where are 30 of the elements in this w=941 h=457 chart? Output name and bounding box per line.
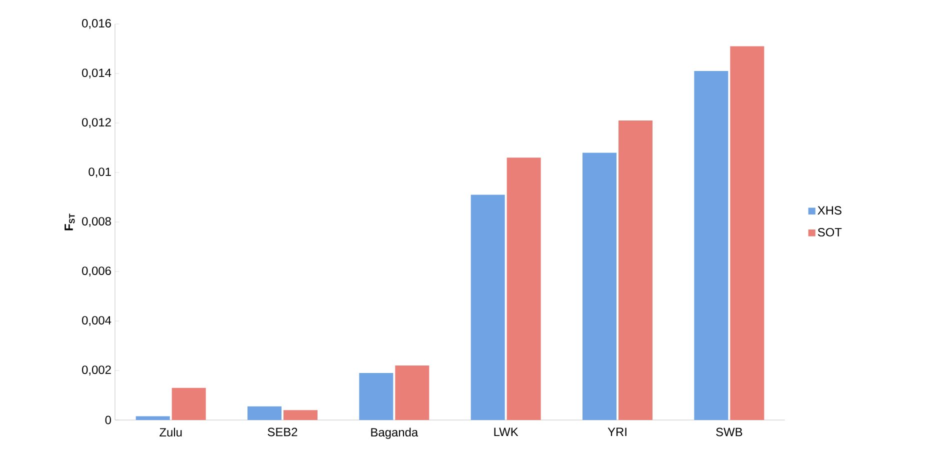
legend-label: SOT — [818, 228, 842, 236]
bar — [470, 194, 505, 420]
bar — [172, 388, 206, 420]
bar — [283, 410, 318, 420]
y-tick-label: 0,002 — [82, 366, 111, 376]
y-tick-label: 0,016 — [82, 19, 111, 29]
x-tick-label: YRI — [608, 428, 626, 436]
x-tick-label: SWB — [716, 428, 742, 436]
y-tick-label: 0,006 — [82, 266, 111, 276]
y-tick-label: 0,014 — [82, 68, 112, 78]
bar — [506, 158, 541, 420]
x-tick-label: Zulu — [160, 428, 182, 437]
y-tick-label: 0,004 — [82, 316, 112, 326]
y-tick-label: 0,012 — [82, 118, 111, 128]
y-tick-label: 0 — [105, 416, 112, 424]
bar — [359, 372, 394, 420]
y-axis-title: F$_{ST}$ — [64, 214, 75, 230]
bar — [694, 71, 728, 420]
bar — [248, 406, 282, 420]
legend-label: XHS — [818, 206, 842, 215]
bar — [136, 416, 170, 420]
bar — [582, 152, 617, 420]
bar — [618, 120, 652, 420]
x-tick-label: Baganda — [371, 428, 418, 439]
bar — [395, 366, 430, 420]
x-tick-label: SEB2 — [268, 428, 298, 436]
bar — [730, 46, 764, 420]
y-tick-label: 0,01 — [88, 168, 111, 178]
x-tick-label: LWK — [494, 428, 518, 436]
y-tick-label: 0,008 — [82, 217, 111, 227]
